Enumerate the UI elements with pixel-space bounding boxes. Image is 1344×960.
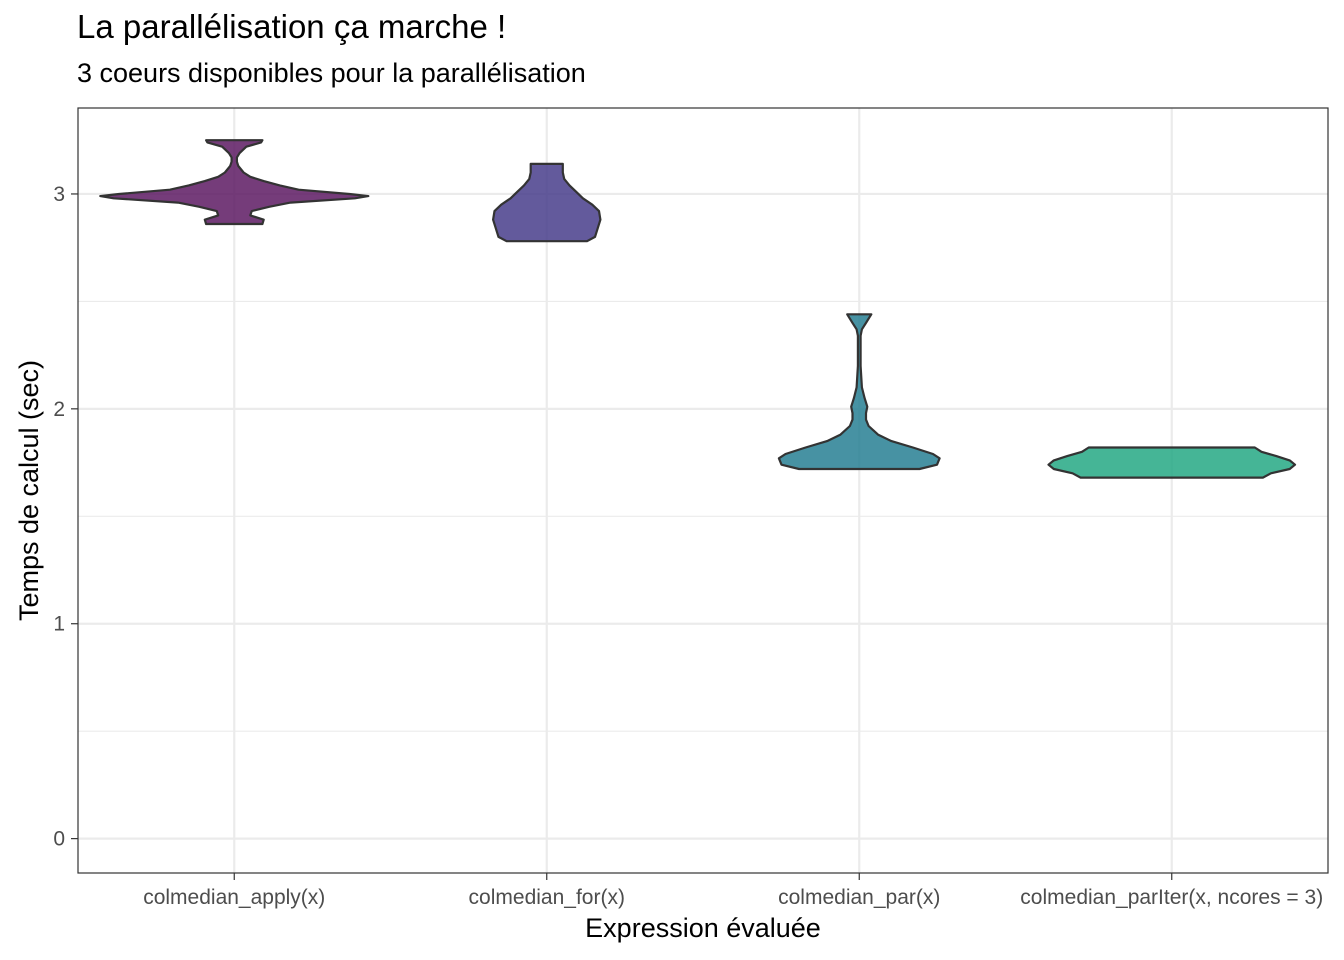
x-tick-label: colmedian_parIter(x, ncores = 3) bbox=[1020, 886, 1323, 909]
y-tick-label: 3 bbox=[53, 183, 65, 206]
panel-border bbox=[77, 107, 1329, 874]
chart-title: La parallélisation ça marche ! bbox=[77, 8, 507, 45]
violin-1 bbox=[99, 139, 370, 226]
violins bbox=[99, 139, 1297, 479]
x-tick-label: colmedian_par(x) bbox=[778, 886, 940, 909]
y-axis-title: Temps de calcul (sec) bbox=[14, 360, 44, 621]
y-tick-label: 0 bbox=[53, 828, 65, 851]
x-tick-label: colmedian_for(x) bbox=[469, 886, 625, 909]
y-tick-label: 2 bbox=[53, 398, 65, 421]
violin-2 bbox=[492, 162, 602, 243]
grid-lines bbox=[78, 108, 1328, 873]
x-tick-label: colmedian_apply(x) bbox=[143, 886, 325, 909]
chart-subtitle: 3 coeurs disponibles pour la parallélisa… bbox=[77, 58, 586, 88]
violin-3 bbox=[777, 313, 941, 471]
axes: 0 1 2 3 colmedian_apply(x) colmedian_for(x) co… bbox=[53, 183, 1323, 909]
y-tick-label: 1 bbox=[53, 613, 65, 636]
x-axis-title: Expression évaluée bbox=[585, 913, 821, 943]
violin-4 bbox=[1047, 446, 1297, 479]
